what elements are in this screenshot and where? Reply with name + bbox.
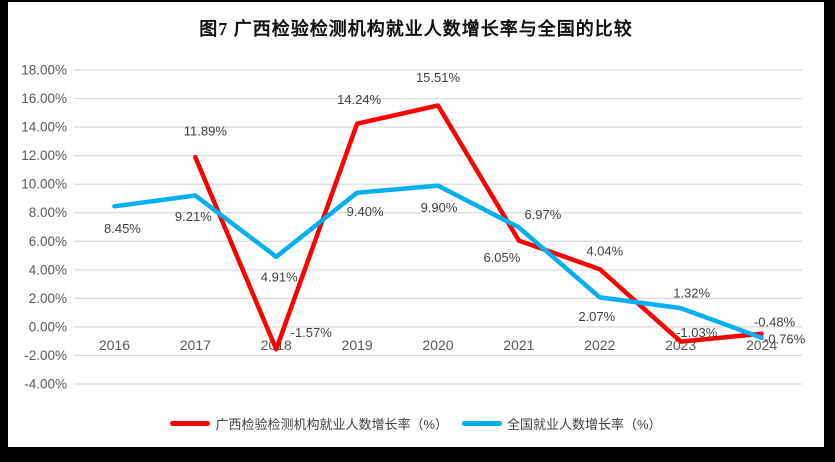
- legend-item-national: 全国就业人数增长率（%）: [462, 414, 662, 433]
- data-label-series-0: 11.89%: [184, 124, 228, 139]
- y-axis-tick-label: 18.00%: [21, 63, 67, 78]
- data-label-series-0: 6.05%: [483, 250, 520, 265]
- data-label-series-0: 14.24%: [337, 92, 382, 107]
- data-label-series-1: 4.91%: [261, 269, 298, 284]
- data-label-series-0: 4.04%: [586, 244, 623, 259]
- chart-area: 图7 广西检验检测机构就业人数增长率与全国的比较 18.00% 16.00% 14.…: [8, 2, 824, 447]
- x-axis-tick-label: 2019: [342, 337, 373, 353]
- data-label-series-0: -1.03%: [676, 325, 718, 340]
- plot-svg: 18.00% 16.00% 14.00% 12.00% 10.00% 8.00% 6.00%…: [21, 63, 806, 392]
- legend-item-guangxi: 广西检验检测机构就业人数增长率（%）: [170, 414, 448, 433]
- x-axis-tick-label: 2021: [503, 337, 534, 353]
- data-label-series-0: -1.57%: [291, 325, 333, 340]
- legend-label-national: 全国就业人数增长率（%）: [507, 417, 662, 432]
- x-axis-tick-label: 2022: [584, 337, 615, 353]
- y-axis-tick-label: 0.00%: [29, 319, 67, 334]
- y-axis-tick-label: 8.00%: [29, 205, 67, 220]
- legend-line-red-icon: [170, 421, 211, 426]
- data-label-series-0: 15.51%: [416, 70, 461, 85]
- x-axis-tick-label: 2016: [99, 337, 130, 353]
- legend-line-blue-icon: [462, 421, 502, 426]
- data-label-series-1: 6.97%: [524, 207, 561, 222]
- data-label-series-1: -0.76%: [764, 331, 806, 346]
- data-label-series-1: 2.07%: [578, 309, 615, 324]
- data-label-series-1: 1.32%: [673, 286, 710, 301]
- y-axis-tick-label: 6.00%: [29, 234, 67, 249]
- y-axis-tick-label: 14.00%: [21, 120, 67, 135]
- data-label-series-1: 9.21%: [175, 209, 212, 224]
- legend: 广西检验检测机构就业人数增长率（%） 全国就业人数增长率（%）: [8, 414, 824, 433]
- y-axis-tick-label: -4.00%: [24, 377, 67, 392]
- y-axis-tick-label: 12.00%: [21, 148, 67, 163]
- data-label-series-0: -0.48%: [754, 314, 796, 329]
- series-line-0: [193, 103, 764, 352]
- y-axis-tick-label: 10.00%: [21, 177, 67, 192]
- y-axis-tick-label: 2.00%: [29, 291, 67, 306]
- chart-title: 图7 广西检验检测机构就业人数增长率与全国的比较: [199, 19, 633, 39]
- y-axis-tick-label: 4.00%: [29, 262, 67, 277]
- data-label-series-1: 8.45%: [104, 221, 141, 236]
- series-line-1: [112, 183, 764, 341]
- legend-label-guangxi: 广西检验检测机构就业人数增长率（%）: [215, 417, 448, 432]
- y-axis-tick-label: 16.00%: [21, 91, 67, 106]
- data-label-series-1: 9.40%: [347, 204, 384, 219]
- y-axis-tick-label: -2.00%: [24, 348, 67, 363]
- x-axis-tick-label: 2017: [180, 337, 211, 353]
- x-axis-tick-label: 2024: [746, 337, 777, 353]
- x-axis-tick-label: 2020: [422, 337, 453, 353]
- data-label-series-1: 9.90%: [421, 200, 458, 215]
